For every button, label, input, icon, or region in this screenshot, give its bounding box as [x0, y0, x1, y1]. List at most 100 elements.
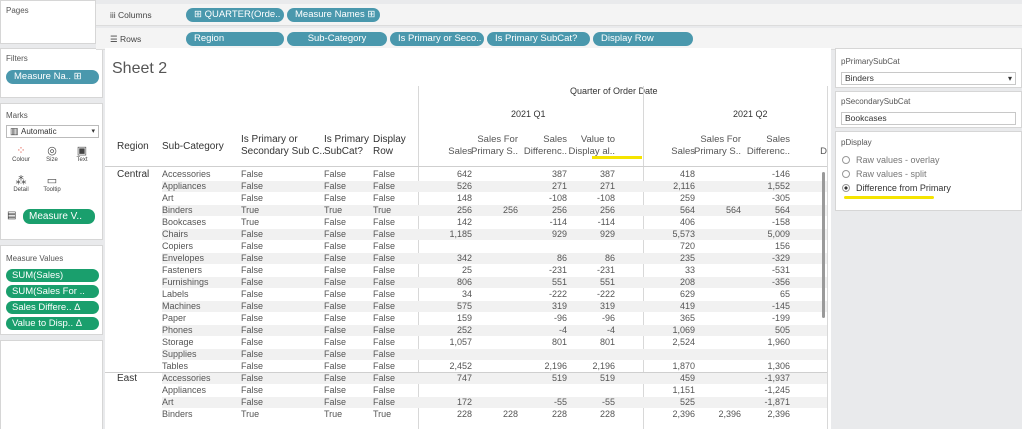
columns-shelf: iii Columns ⊞ QUARTER(Orde.. Measure Nam…	[96, 4, 1022, 26]
marks-card: Marks ▥ Automatic ▾ ⁘ Colour ◎ Size ▣ Text …	[0, 103, 103, 240]
table-value: 387	[599, 169, 615, 179]
table-cell: False	[324, 253, 347, 263]
table-cell: False	[241, 325, 264, 335]
table-cell: Binders	[162, 205, 193, 215]
table-cell: True	[241, 205, 260, 215]
table-cell: False	[324, 301, 347, 311]
table-cell: Art	[162, 397, 174, 407]
table-value: -531	[771, 265, 790, 275]
rows-pill-sub-category[interactable]: Sub-Category	[287, 32, 387, 46]
measure-header: Sales	[448, 146, 472, 157]
table-cell: False	[373, 397, 396, 407]
detail-button[interactable]: ⁂ Detail	[10, 175, 32, 197]
table-cell: False	[241, 301, 264, 311]
table-value: 2,196	[592, 361, 615, 371]
mv-pill-value-to-display[interactable]: Value to Disp.. Δ	[6, 317, 99, 330]
mv-pill-sales-difference[interactable]: Sales Differe.. Δ	[6, 301, 99, 314]
table-value: 526	[456, 181, 472, 191]
row-shade	[162, 277, 827, 288]
table-value: -1,937	[764, 373, 790, 383]
table-cell: False	[324, 373, 347, 383]
table-value: 25	[461, 265, 472, 275]
radio-raw-split[interactable]: Raw values - split	[842, 169, 927, 179]
table-value: 252	[456, 325, 472, 335]
empty-card	[0, 340, 103, 429]
measure-header: Primary S..	[694, 146, 741, 157]
detail-icon: ⁂	[15, 175, 27, 187]
table-value: 1,057	[449, 337, 472, 347]
vertical-scrollbar[interactable]	[822, 172, 825, 318]
table-cell: Supplies	[162, 349, 197, 359]
col-header-isp2: SubCat?	[324, 146, 363, 157]
table-cell: Envelopes	[162, 253, 205, 263]
table-value: 271	[551, 181, 567, 191]
table-value: 525	[679, 397, 695, 407]
table-value: 929	[551, 229, 567, 239]
size-button[interactable]: ◎ Size	[41, 145, 63, 167]
rows-pill-is-primary-subcat[interactable]: Is Primary SubCat?	[487, 32, 590, 46]
table-cell: False	[241, 169, 264, 179]
measure-header: Sales	[543, 134, 567, 145]
region-divider	[105, 372, 827, 373]
table-cell: False	[324, 265, 347, 275]
detail-label: Detail	[13, 187, 29, 193]
rows-pill-is-primary-or-secondary[interactable]: Is Primary or Seco..	[390, 32, 484, 46]
table-value: -231	[548, 265, 567, 275]
columns-icon: iii	[110, 10, 119, 20]
table-cell: True	[241, 409, 260, 419]
table-cell: False	[373, 181, 396, 191]
rows-pill-display-row[interactable]: Display Row	[593, 32, 693, 46]
mark-type-select[interactable]: ▥ Automatic ▾	[6, 125, 99, 138]
region-label: Central	[117, 169, 150, 180]
table-cell: False	[324, 349, 347, 359]
chevron-down-icon: ▾	[91, 128, 95, 135]
radio-raw-overlay[interactable]: Raw values - overlay	[842, 155, 940, 165]
mv-pill-sales-for-primary[interactable]: SUM(Sales For ..	[6, 285, 99, 298]
table-value: 505	[774, 325, 790, 335]
columns-pill-measure-names[interactable]: Measure Names ⊞	[287, 8, 380, 22]
table-value: -55	[601, 397, 615, 407]
table-value: -96	[553, 313, 567, 323]
text-button[interactable]: ▣ Text	[71, 145, 93, 167]
tooltip-button[interactable]: ▭ Tooltip	[41, 175, 63, 197]
row-shade	[162, 181, 827, 192]
table-value: -55	[553, 397, 567, 407]
measure-header: Primary S..	[471, 146, 518, 157]
table-value: -231	[596, 265, 615, 275]
table-value: 228	[551, 409, 567, 419]
colour-button[interactable]: ⁘ Colour	[10, 145, 32, 167]
table-cell: False	[324, 361, 347, 371]
measure-header: Sales	[671, 146, 695, 157]
filter-pill[interactable]: Measure Na.. ⊞	[6, 70, 99, 84]
table-value: 256	[502, 205, 518, 215]
table-value: -146	[771, 169, 790, 179]
mark-type-value: Automatic	[21, 127, 57, 136]
param-primary-select[interactable]: Binders ▾	[841, 72, 1016, 85]
param-primary-title: pPrimarySubCat	[841, 57, 900, 66]
rows-shelf: ☰ Rows Region Sub-Category Is Primary or…	[96, 28, 1022, 50]
table-value: 564	[774, 205, 790, 215]
rows-pill-region[interactable]: Region	[186, 32, 284, 46]
table-cell: True	[241, 217, 260, 227]
table-cell: False	[373, 253, 396, 263]
mark-type-icon: ▥	[10, 126, 19, 136]
table-cell: Chairs	[162, 229, 189, 239]
table-cell: Tables	[162, 361, 189, 371]
table-cell: False	[373, 361, 396, 371]
table-value: 172	[456, 397, 472, 407]
param-secondary-input[interactable]: Bookcases	[841, 112, 1016, 125]
table-value: -114	[597, 217, 615, 227]
columns-pill-quarter[interactable]: ⊞ QUARTER(Orde..	[186, 8, 284, 22]
table-value: 1,306	[767, 361, 790, 371]
radio-difference-from-primary[interactable]: Difference from Primary	[842, 183, 951, 193]
table-value: 720	[679, 241, 695, 251]
table-value: -356	[771, 277, 790, 287]
table-value: 235	[679, 253, 695, 263]
table-cell: Accessories	[162, 373, 211, 383]
marks-measure-pill[interactable]: Measure V..	[23, 209, 95, 224]
table-cell: False	[241, 289, 264, 299]
table-cell: False	[324, 289, 347, 299]
table-cell: Labels	[162, 289, 189, 299]
table-cell: False	[241, 361, 264, 371]
mv-pill-sales[interactable]: SUM(Sales)	[6, 269, 99, 282]
